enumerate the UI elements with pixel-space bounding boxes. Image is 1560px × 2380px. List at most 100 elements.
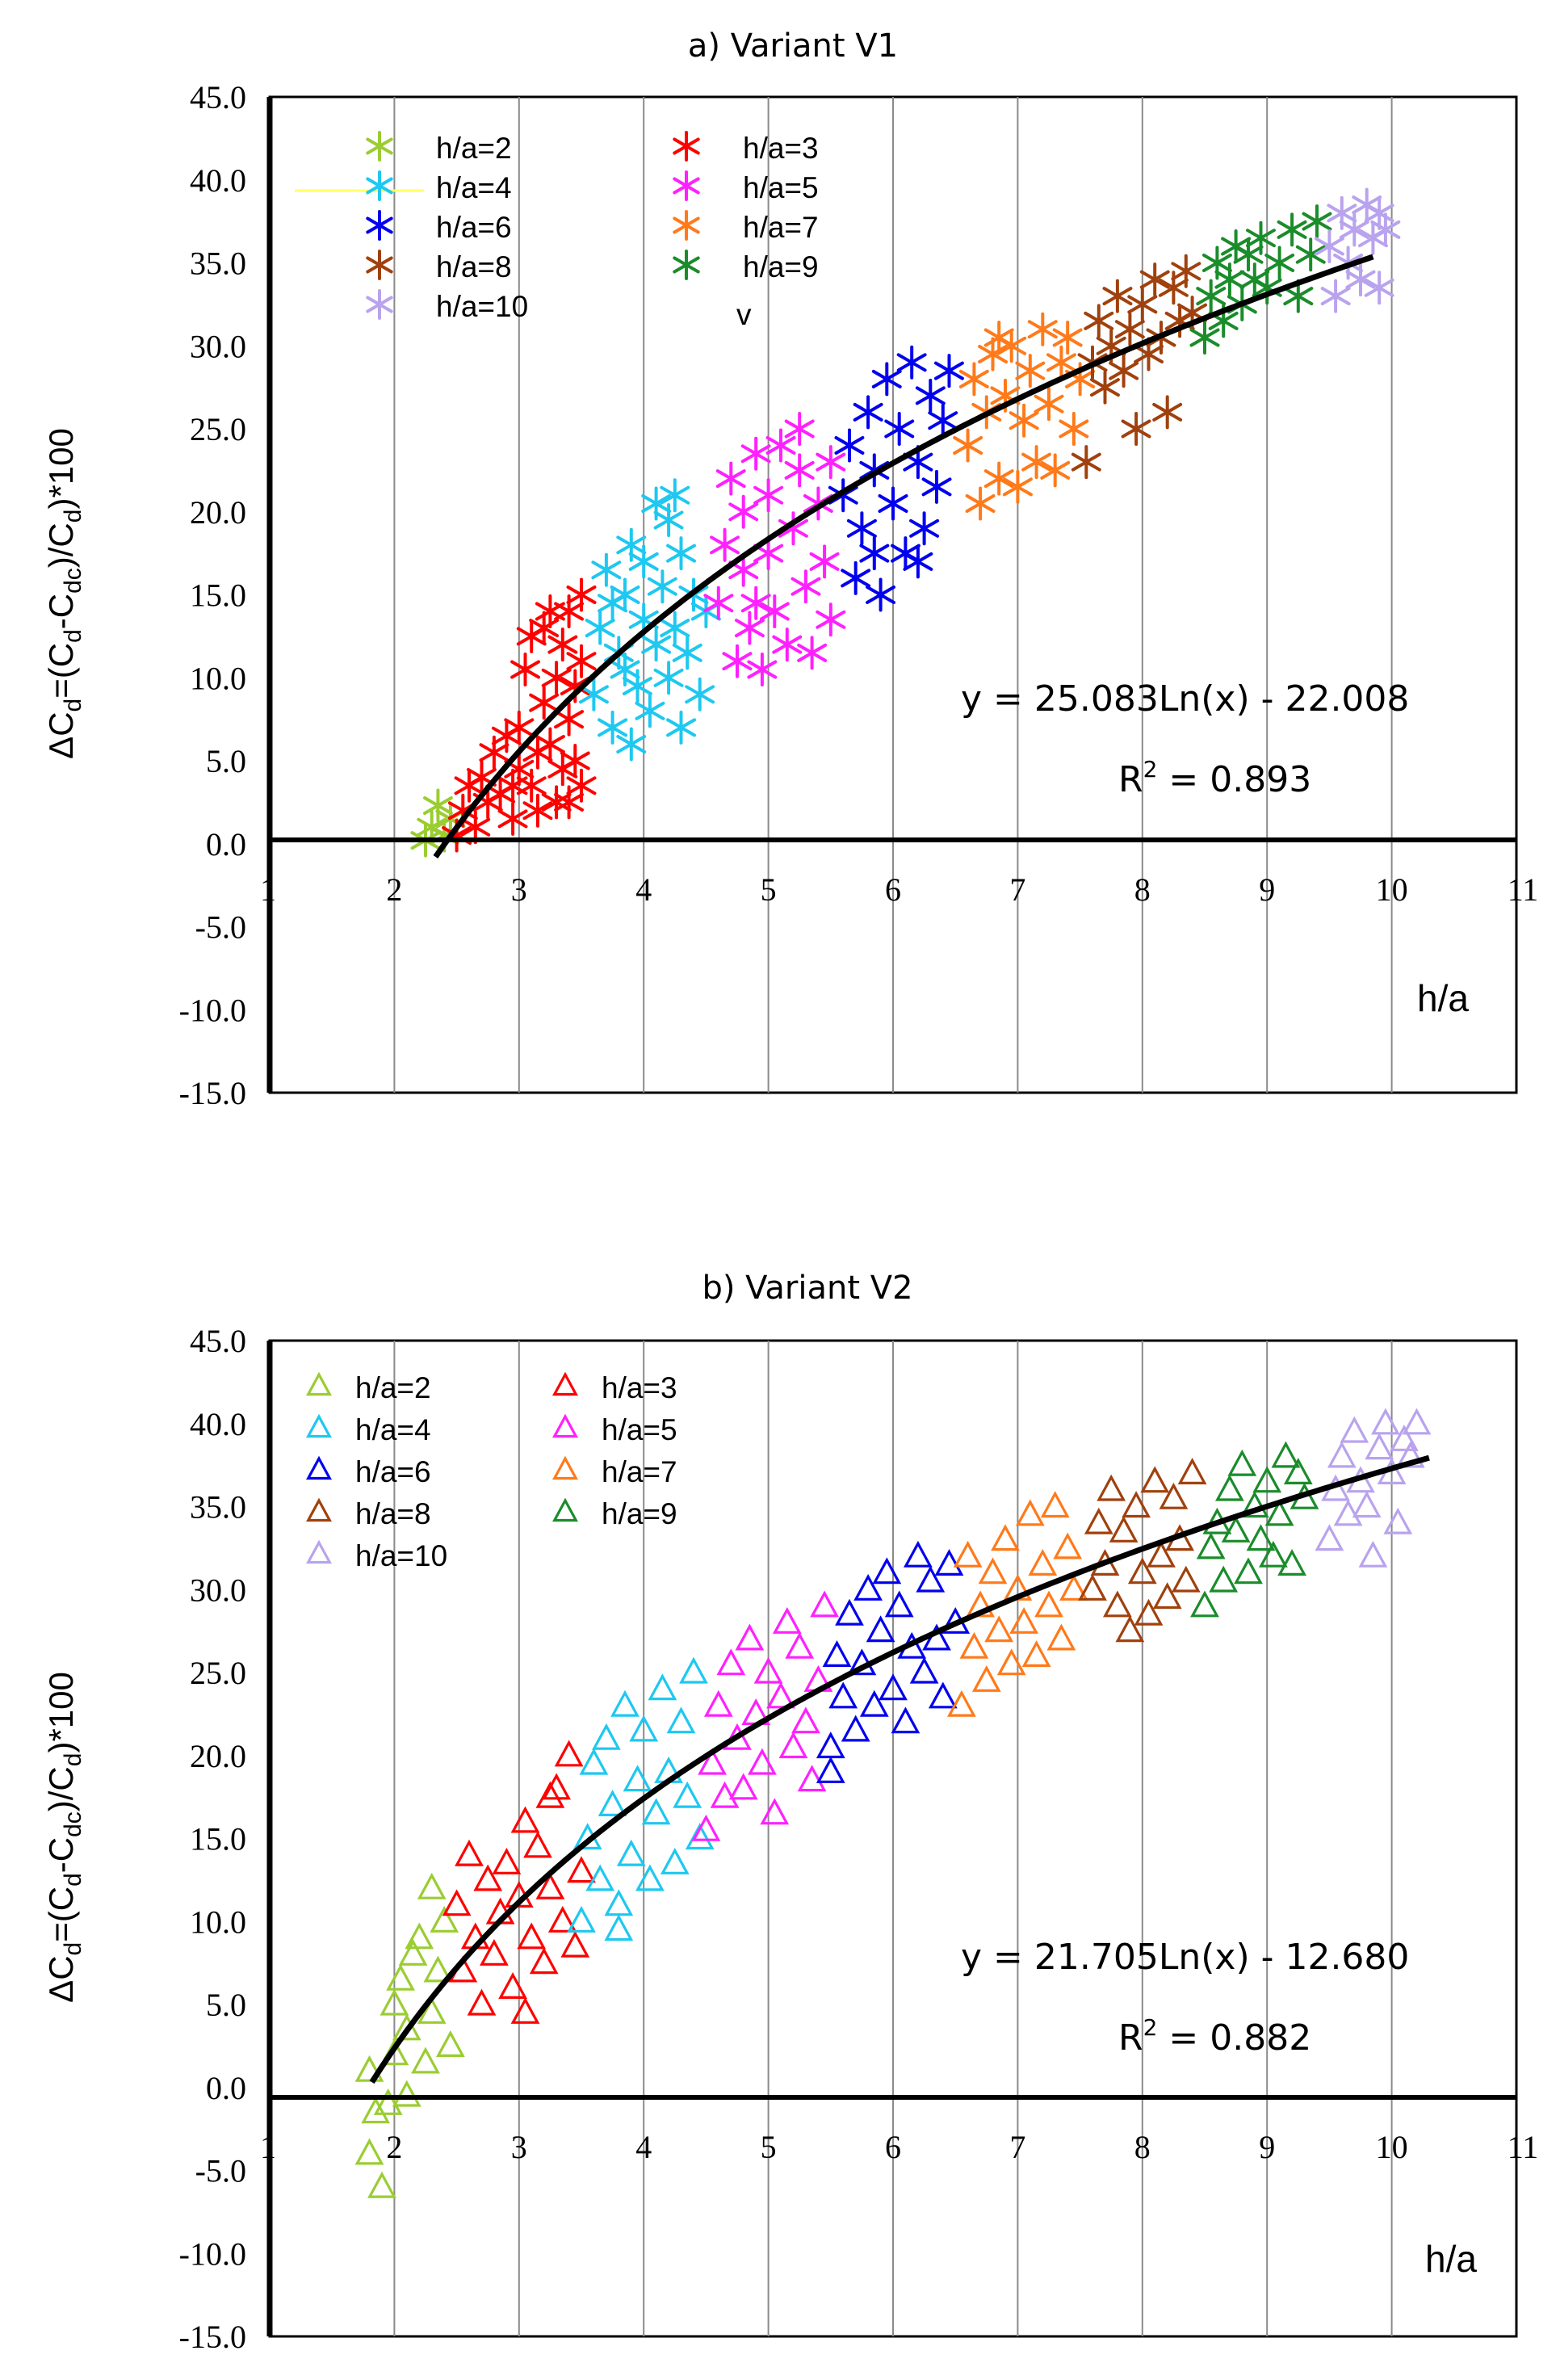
data-point [430, 1905, 459, 1933]
data-point [748, 1748, 777, 1775]
legend-marker [306, 1413, 332, 1438]
data-point [535, 1872, 565, 1899]
data-points [410, 187, 1401, 858]
data-point [1190, 1590, 1219, 1618]
data-point [785, 1631, 815, 1659]
data-point [778, 1731, 808, 1759]
legend-marker [306, 1371, 332, 1396]
data-point [1021, 1640, 1051, 1667]
data-point [983, 321, 1014, 355]
data-point [567, 1856, 596, 1883]
data-point [1171, 254, 1201, 288]
data-point [635, 694, 665, 728]
data-point [1115, 1615, 1145, 1643]
legend-label: h/a=9 [743, 250, 819, 283]
data-point [392, 2013, 421, 2041]
x-tick-label: 5 [761, 2129, 777, 2165]
data-point [679, 1656, 708, 1684]
data-point [859, 536, 890, 571]
data-point [373, 2088, 403, 2115]
r-squared-label: R2 = 0.893 [1118, 756, 1311, 800]
y-tick-label: 40.0 [190, 1406, 246, 1442]
data-point [1196, 279, 1227, 313]
data-point [1097, 1474, 1126, 1501]
data-point [497, 768, 528, 803]
data-point [784, 412, 815, 446]
data-point [579, 677, 609, 711]
data-point [828, 1681, 858, 1709]
legend-label: h/a=3 [743, 132, 819, 165]
data-point [398, 1938, 428, 1966]
panel-a: a) Variant V1 45.040.035.030.025.020.015… [42, 27, 1538, 1111]
y-tick-label: 20.0 [190, 494, 246, 531]
data-point [1071, 445, 1101, 480]
data-point [809, 544, 840, 579]
data-point [1271, 1441, 1301, 1468]
data-point [1009, 1606, 1038, 1634]
data-point [909, 1656, 939, 1684]
data-point [392, 2080, 421, 2107]
data-point [728, 1773, 758, 1800]
data-point [791, 1706, 820, 1734]
y-tick-label: 0.0 [206, 826, 246, 863]
legend-marker [306, 1497, 332, 1522]
data-point [1109, 354, 1139, 388]
data-point [1283, 1458, 1313, 1484]
legend-label: h/a=8 [436, 250, 512, 283]
data-point [1152, 395, 1183, 430]
data-point [361, 2097, 391, 2124]
data-point [529, 1947, 559, 1975]
data-point [772, 1606, 802, 1634]
data-point [541, 785, 572, 820]
data-point [423, 788, 453, 823]
data-point [984, 1615, 1014, 1643]
data-point [1140, 1466, 1170, 1493]
data-point [921, 469, 952, 504]
data-point [598, 586, 628, 620]
data-point [585, 611, 615, 645]
data-point [1059, 1573, 1088, 1601]
data-point [510, 653, 540, 686]
legend-marker [366, 170, 393, 201]
data-point [747, 653, 778, 686]
data-point [1021, 445, 1051, 480]
data-point [1134, 1598, 1164, 1626]
data-point [928, 403, 958, 438]
data-point [816, 1756, 845, 1783]
data-point [1109, 1515, 1139, 1543]
data-point [598, 1790, 627, 1816]
legend-marker [552, 1371, 578, 1396]
y-tick-label: 10.0 [190, 1904, 246, 1940]
data-point [703, 1690, 733, 1717]
data-point [405, 1922, 434, 1950]
data-point [759, 594, 790, 628]
data-point [896, 345, 927, 380]
data-point [1221, 1515, 1251, 1543]
data-point [784, 453, 815, 488]
data-point [1214, 262, 1245, 297]
data-point [635, 1864, 665, 1891]
data-point [953, 1540, 983, 1568]
x-tick-label: 9 [1259, 2129, 1275, 2165]
x-tick-label: 8 [1134, 2129, 1151, 2165]
data-point [934, 1549, 964, 1576]
legend-label: h/a=10 [355, 1539, 447, 1572]
data-point [354, 2138, 384, 2165]
legend-marker [552, 1455, 578, 1480]
legend-label: h/a=2 [436, 132, 512, 165]
data-point [903, 544, 933, 579]
data-point [1234, 1557, 1263, 1585]
trendline [369, 1454, 1430, 2084]
data-point [653, 661, 684, 695]
data-point [423, 1955, 453, 1983]
data-point [685, 1823, 715, 1850]
data-point [653, 503, 684, 537]
data-point [1327, 1441, 1357, 1468]
x-tick-label: 10 [1376, 2129, 1408, 2165]
y-tick-label: 35.0 [190, 246, 246, 282]
y-tick-label: 10.0 [190, 660, 246, 696]
data-point [660, 478, 690, 513]
y-tick-label: -10.0 [179, 2235, 246, 2272]
x-tick-label: 6 [885, 2129, 901, 2165]
y-tick-label: 15.0 [190, 577, 246, 614]
